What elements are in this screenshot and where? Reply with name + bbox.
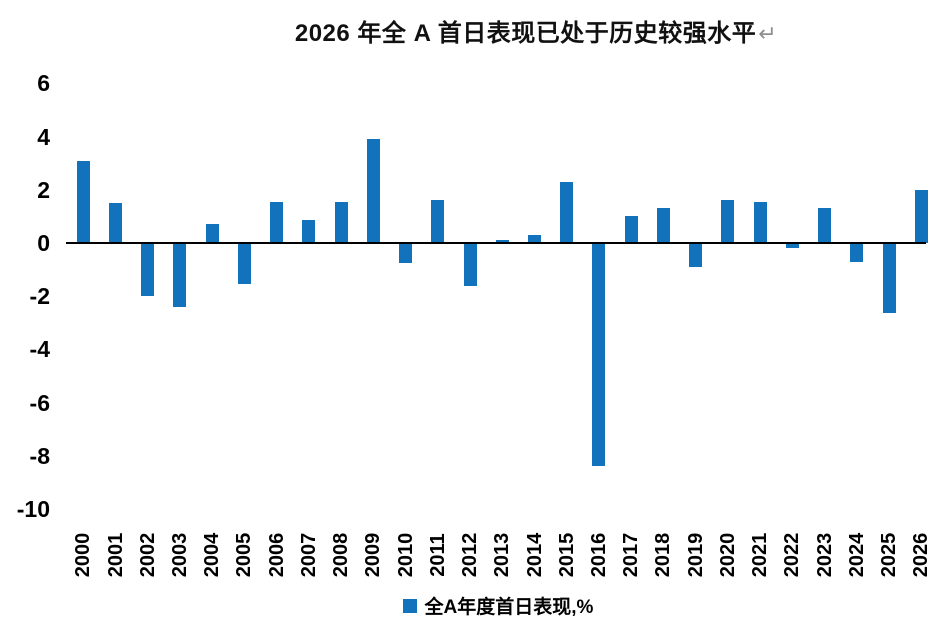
x-tick-label-2001: 2001 [104,532,127,578]
x-tick-label-2000: 2000 [72,532,95,578]
y-tick-label: -10 [16,496,50,522]
bar-2003 [173,243,187,307]
bar-2020 [721,200,735,243]
bar-2000 [76,160,90,243]
x-tick-label-2002: 2002 [136,532,159,578]
x-tick-label-2007: 2007 [297,532,320,578]
x-tick-label-2005: 2005 [233,532,256,578]
x-tick-label-2015: 2015 [555,532,578,578]
x-tick-label-2020: 2020 [716,532,739,578]
x-tick-label-2012: 2012 [459,532,482,578]
bar-2016 [592,243,606,467]
bar-2008 [334,201,348,243]
bar-2005 [237,243,251,285]
x-tick-label-2006: 2006 [265,532,288,578]
x-tick-label-2008: 2008 [330,532,353,578]
bar-2014 [528,235,542,243]
x-tick-label-2016: 2016 [587,532,610,578]
paragraph-return-mark: ↵ [758,21,778,46]
bar-2024 [850,243,864,262]
bar-2018 [656,208,670,243]
chart-legend: 全A年度首日表现,% [0,592,936,619]
x-tick-label-2023: 2023 [813,532,836,578]
bar-2002 [141,243,155,297]
y-tick-label: 6 [37,70,50,97]
x-tick-label-2024: 2024 [845,532,868,578]
x-tick-label-2017: 2017 [620,532,643,578]
bar-2013 [495,240,509,243]
bar-2026 [914,189,928,243]
y-tick-label: -6 [29,389,50,416]
x-tick-label-2021: 2021 [749,532,772,578]
x-tick-label-2014: 2014 [523,532,546,578]
y-tick-label: 2 [37,176,50,203]
x-tick-label-2025: 2025 [878,532,901,578]
y-tick-label: -4 [29,336,50,363]
bar-2010 [399,243,413,263]
bar-2025 [882,243,896,314]
x-tick-label-2011: 2011 [426,533,449,577]
legend-color-swatch [402,598,417,613]
bar-2001 [109,203,123,243]
legend-series-label: 全A年度首日表现,% [424,597,594,618]
y-tick-label: 0 [37,230,50,256]
bar-2011 [431,200,445,243]
bar-2007 [302,220,316,243]
bar-2017 [624,216,638,243]
x-tick-label-2009: 2009 [362,532,385,578]
x-tick-label-2019: 2019 [684,532,707,578]
x-tick-label-2022: 2022 [781,532,804,578]
y-tick-label: -8 [29,442,50,469]
x-tick-label-2018: 2018 [652,532,675,578]
bar-2012 [463,243,477,286]
x-tick-label-2003: 2003 [168,532,191,578]
x-axis-zero-line [66,242,926,244]
y-tick-label: 4 [37,123,50,150]
bar-2023 [818,208,832,243]
chart-title-text: 2026 年全 A 首日表现已处于历史较强水平 [294,20,757,47]
x-tick-label-2010: 2010 [394,532,417,578]
y-tick-label: -2 [29,283,50,310]
bar-2015 [560,181,574,243]
bar-2006 [270,201,284,243]
bar-2004 [205,224,219,243]
bar-2019 [689,243,703,267]
bar-2021 [753,201,767,243]
chart-title: 2026 年全 A 首日表现已处于历史较强水平↵ [0,13,936,48]
bar-2009 [366,139,380,243]
x-tick-label-2004: 2004 [201,532,224,578]
x-tick-label-2013: 2013 [491,532,514,578]
x-tick-label-2026: 2026 [910,532,933,578]
bar-2022 [785,243,799,249]
